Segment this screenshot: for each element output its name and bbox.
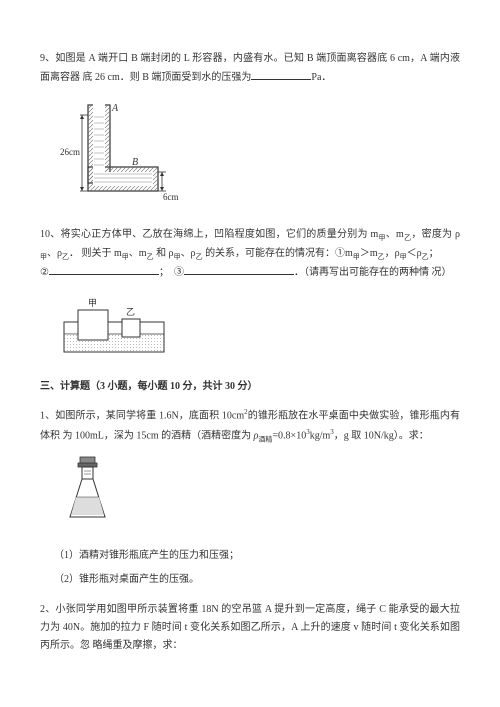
q10-p13: ＜ρ [407, 248, 422, 259]
sub-jia-5: 甲 [353, 253, 360, 261]
q10-p17: ．（请再写出可能存在的两种情 [294, 267, 429, 278]
q10-p16: ； ③ [159, 267, 184, 278]
sub-yi-2: 乙 [62, 253, 69, 261]
label-jia: 甲 [88, 298, 97, 308]
c2-p3: 略绳重及摩擦，求： [93, 640, 183, 651]
calc1-text: 1、如图所示，某同学将重 1.6N，底面积 10cm2的锥形瓶放在水平桌面中央做… [40, 406, 460, 445]
label-B: B [132, 157, 138, 168]
label-26cm: 26cm [60, 147, 80, 157]
sub-yi-6: 乙 [422, 253, 429, 261]
q9-line2: 底 26 cm．则 B 端顶面受到水的压强为 [83, 72, 252, 83]
calc1-figure [60, 455, 460, 537]
c1-p5: kg/m [310, 430, 331, 441]
calc-question-1: 1、如图所示，某同学将重 1.6N，底面积 10cm2的锥形瓶放在水平桌面中央做… [40, 406, 460, 589]
c1-p1: 1、如图所示，某同学将重 1.6N，底面积 10cm [40, 411, 244, 422]
q9-figure: 26cm 6cm A B [60, 97, 460, 214]
q10-p3: ，密度为 ρ [411, 229, 460, 240]
sub-yi-3: 乙 [147, 253, 154, 261]
sub-jia-1: 甲 [378, 234, 386, 242]
q10-p1: 10、将实心正方体甲、乙放在海绵上，凹陷程度如图，它们的质量分别为 m [40, 229, 378, 240]
q10-p15: ② [40, 267, 49, 278]
q10-p8: 和 ρ [154, 248, 174, 259]
sub-jia-4: 甲 [174, 253, 181, 261]
question-10: 10、将实心正方体甲、乙放在海绵上，凹陷程度如图，它们的质量分别为 m甲、m乙，… [40, 226, 460, 364]
q10-p11: ＞m [360, 248, 378, 259]
q10-p7: 、m [129, 248, 147, 259]
q9-line3: Pa． [311, 72, 331, 83]
section-3-title: 三、计算题（3 小题，每小题 10 分，共计 30 分） [40, 378, 460, 396]
q9-blank [251, 68, 311, 80]
question-9: 9、如图是 A 端开口 B 端封闭的 L 形容器，内盛有水。已知 B 端顶面离容… [40, 50, 460, 214]
sub-yi-4: 乙 [196, 253, 203, 261]
c1-p4: =0.8×10 [272, 430, 306, 441]
q10-p10: 的关系，可能存在的情况有：①m [203, 248, 353, 259]
calc1-sub1: （1）酒精对锥形瓶底产生的压力和压强； [54, 547, 460, 565]
q10-blank3 [184, 263, 294, 275]
c1-p6: ，g 取 10N/kg）。求： [334, 430, 429, 441]
label-A: A [111, 103, 119, 114]
q10-p14: ； [429, 248, 439, 259]
sub-jia-3: 甲 [122, 253, 129, 261]
sponge-svg: 甲 乙 [60, 292, 170, 357]
q9-text: 9、如图是 A 端开口 B 端封闭的 L 形容器，内盛有水。已知 B 端顶面离容… [40, 50, 460, 87]
calc2-text: 2、小张同学用如图甲所示装置将重 18N 的空吊篮 A 提升到一定高度，绳子 C… [40, 601, 460, 655]
q10-figure: 甲 乙 [60, 292, 460, 364]
q10-text: 10、将实心正方体甲、乙放在海绵上，凹陷程度如图，它们的质量分别为 m甲、m乙，… [40, 226, 460, 282]
q10-p18: 况） [431, 267, 451, 278]
rho-sub: 酒精 [258, 435, 272, 443]
q10-p9: 、ρ [181, 248, 196, 259]
q10-blank2 [49, 263, 159, 275]
q10-p5: ． [69, 248, 79, 259]
q10-p4: 、ρ [47, 248, 62, 259]
q10-p2: 、m [386, 229, 404, 240]
q10-p12: ，ρ [385, 248, 400, 259]
sub-jia-2: 甲 [40, 253, 47, 261]
q10-p6: 则关于 m [82, 248, 122, 259]
label-6cm: 6cm [163, 192, 179, 202]
label-yi: 乙 [126, 307, 135, 317]
l-container-svg: 26cm 6cm A B [60, 97, 180, 207]
flask-svg [60, 455, 115, 530]
calc1-sub2: （2）锥形瓶对桌面产生的压强。 [54, 571, 460, 589]
c1-p3: 为 100mL，深为 15cm 的酒精（酒精密度为 [63, 430, 254, 441]
calc-question-2: 2、小张同学用如图甲所示装置将重 18N 的空吊篮 A 提升到一定高度，绳子 C… [40, 601, 460, 655]
sub-jia-6: 甲 [400, 253, 407, 261]
sub-yi-5: 乙 [378, 253, 385, 261]
